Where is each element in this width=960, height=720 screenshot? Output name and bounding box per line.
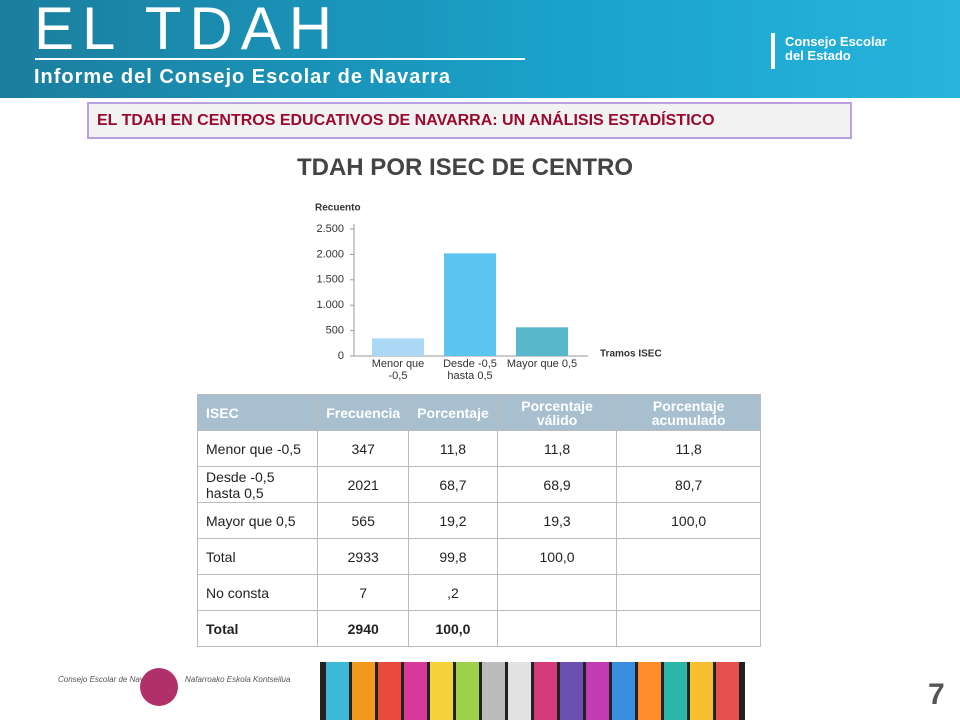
pencil [326,662,349,720]
x-label-box: Desde -0,5 hasta 0,5 [443,358,497,382]
table-cell: 347 [317,430,410,467]
pencil [378,662,401,720]
org-line: Consejo Escolar [785,34,887,49]
table-cell: ,2 [408,574,498,611]
table-cell: Menor que -0,5 [196,430,319,467]
pencil [508,662,531,720]
y-tick-label: 500 [326,325,344,337]
y-axis-label: Recuento [315,203,361,214]
x-axis-label: Tramos ISEC [600,349,662,360]
pencil [690,662,713,720]
table-cell: Desde -0,5 hasta 0,5 [196,466,319,503]
table-cell: 100,0 [616,502,761,539]
y-tick-label: 0 [338,350,344,362]
header-title: EL TDAH [34,0,341,62]
table-cell: 80,7 [616,466,761,503]
pencil [430,662,453,720]
table-cell [616,538,761,575]
column-header: Porcentaje acumulado [616,394,761,431]
table-cell: 100,0 [408,610,498,647]
pencil [586,662,609,720]
table-cell: 68,9 [496,466,618,503]
table-cell: 19,2 [408,502,498,539]
pencil [716,662,739,720]
table-cell: 99,8 [408,538,498,575]
pencil [482,662,505,720]
logo [140,668,178,706]
header-row: ISEC Frecuencia Porcentaje Porcentaje válid… [196,394,761,431]
x-label-box: Mayor que 0,5 [506,358,578,370]
pencils-image [320,662,745,720]
table-cell: 11,8 [616,430,761,467]
org: Consejo Escolar del Estado [785,35,887,63]
table-row: Total 2940 100,0 [196,610,761,647]
bar [444,253,496,356]
pencil [664,662,687,720]
org-bar [771,33,775,69]
table: ISEC Frecuencia Porcentaje Porcentaje válid… [196,394,761,647]
column-header: ISEC [196,394,319,431]
logo-text: Nafarroako Eskola Kontseilua [185,675,291,684]
table-cell: 7 [317,574,410,611]
table-cell: 2021 [317,466,410,503]
header-subtitle: Informe del Consejo Escolar de Navarra [34,66,452,88]
table-cell [496,610,618,647]
page-number: 7 [928,678,945,711]
x-label-box: Menor que -0,5 [371,358,425,382]
table-row: Desde -0,5 hasta 0,5 2021 68,7 68,9 80,7 [196,466,761,503]
table-cell: 565 [317,502,410,539]
column-header: Porcentaje válido [496,394,618,431]
y-tick-label: 1.000 [316,299,344,311]
banner: EL TDAH EN CENTROS EDUCATIVOS DE NAVARRA… [87,102,852,139]
pencil [404,662,427,720]
table-row: Total 2933 99,8 100,0 [196,538,761,575]
table-cell [496,574,618,611]
table-cell: 11,8 [408,430,498,467]
table-cell: 2940 [317,610,410,647]
table-cell: No consta [196,574,319,611]
table-row: No consta 7,2 [196,574,761,611]
table-cell: 19,3 [496,502,618,539]
y-tick-label: 1.500 [316,274,344,286]
table-cell [616,610,761,647]
pencil [560,662,583,720]
pencil [638,662,661,720]
y-tick-label: 2.500 [316,223,344,235]
table-row: Menor que -0,5 347 11,8 11,8 11,8 [196,430,761,467]
bar [516,327,568,356]
table-cell: 100,0 [496,538,618,575]
pencil [534,662,557,720]
pencil [456,662,479,720]
y-tick-label: 2.000 [316,248,344,260]
table-row: Mayor que 0,5 565 19,2 19,3 100,0 [196,502,761,539]
column-header: Porcentaje [408,394,498,431]
heading: TDAH POR ISEC DE CENTRO [296,154,634,181]
logo-text: Consejo Escolar de Navarra [58,675,159,684]
table-cell: Mayor que 0,5 [196,502,319,539]
header-band [0,0,960,98]
pencil [352,662,375,720]
table-cell: Total [196,538,319,575]
table-cell: 11,8 [496,430,618,467]
table-cell [616,574,761,611]
table-cell: Total [196,610,319,647]
pencil [612,662,635,720]
table-cell: 2933 [317,538,410,575]
header-rule [35,58,525,60]
x-tick-label: Menor que -0,5 [371,358,425,382]
column-header: Frecuencia [317,394,410,431]
x-tick-label: Desde -0,5 hasta 0,5 [443,358,497,382]
table-cell: 68,7 [408,466,498,503]
bar [372,338,424,356]
x-tick-label: Mayor que 0,5 [506,358,578,370]
org-line: del Estado [785,48,851,63]
